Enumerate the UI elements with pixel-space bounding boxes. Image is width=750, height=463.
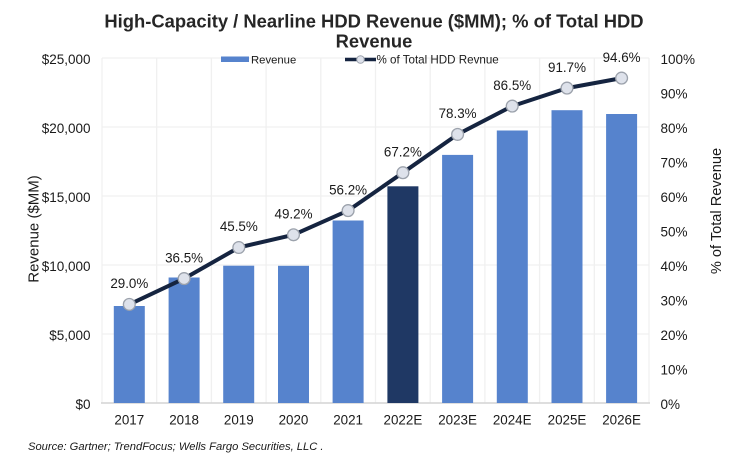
svg-text:56.2%: 56.2% bbox=[329, 182, 367, 197]
svg-text:% of Total Revenue: % of Total Revenue bbox=[709, 148, 725, 274]
svg-text:$5,000: $5,000 bbox=[49, 328, 90, 343]
svg-text:Revenue: Revenue bbox=[251, 55, 296, 67]
svg-text:2024E: 2024E bbox=[493, 412, 532, 427]
svg-text:91.7%: 91.7% bbox=[548, 60, 586, 75]
svg-text:40%: 40% bbox=[661, 259, 688, 274]
svg-text:29.0%: 29.0% bbox=[110, 276, 148, 291]
svg-text:Source: Gartner; TrendFocus; W: Source: Gartner; TrendFocus; Wells Fargo… bbox=[28, 441, 324, 453]
svg-text:Revenue ($MM): Revenue ($MM) bbox=[25, 175, 42, 283]
svg-text:10%: 10% bbox=[661, 362, 688, 377]
svg-text:80%: 80% bbox=[661, 121, 688, 136]
svg-text:2017: 2017 bbox=[114, 412, 144, 427]
svg-text:$15,000: $15,000 bbox=[42, 190, 91, 205]
svg-text:2026E: 2026E bbox=[602, 412, 641, 427]
svg-text:30%: 30% bbox=[661, 293, 688, 308]
svg-text:20%: 20% bbox=[661, 328, 688, 343]
svg-text:2018: 2018 bbox=[169, 412, 199, 427]
svg-text:86.5%: 86.5% bbox=[493, 78, 531, 93]
svg-text:50%: 50% bbox=[661, 224, 688, 239]
svg-text:2025E: 2025E bbox=[548, 412, 587, 427]
svg-text:60%: 60% bbox=[661, 190, 688, 205]
svg-text:100%: 100% bbox=[661, 52, 696, 67]
svg-text:94.6%: 94.6% bbox=[603, 50, 641, 65]
svg-text:2019: 2019 bbox=[224, 412, 254, 427]
svg-text:$0: $0 bbox=[75, 397, 90, 412]
svg-text:45.5%: 45.5% bbox=[220, 219, 258, 234]
svg-text:High-Capacity / Nearline HDD R: High-Capacity / Nearline HDD Revenue ($M… bbox=[104, 10, 643, 31]
svg-text:2022E: 2022E bbox=[384, 412, 423, 427]
svg-text:2023E: 2023E bbox=[438, 412, 477, 427]
svg-text:49.2%: 49.2% bbox=[275, 207, 313, 222]
svg-text:$20,000: $20,000 bbox=[42, 121, 91, 136]
svg-text:78.3%: 78.3% bbox=[439, 106, 477, 121]
svg-text:$25,000: $25,000 bbox=[42, 52, 91, 67]
svg-text:2020: 2020 bbox=[279, 412, 309, 427]
svg-text:90%: 90% bbox=[661, 86, 688, 101]
svg-text:70%: 70% bbox=[661, 155, 688, 170]
svg-text:% of Total HDD Revnue: % of Total HDD Revnue bbox=[377, 54, 499, 67]
svg-text:2021: 2021 bbox=[333, 412, 363, 427]
svg-text:67.2%: 67.2% bbox=[384, 144, 422, 159]
svg-text:0%: 0% bbox=[661, 397, 681, 412]
svg-text:Revenue: Revenue bbox=[336, 31, 413, 52]
svg-text:$10,000: $10,000 bbox=[42, 259, 91, 274]
svg-text:36.5%: 36.5% bbox=[165, 250, 203, 265]
